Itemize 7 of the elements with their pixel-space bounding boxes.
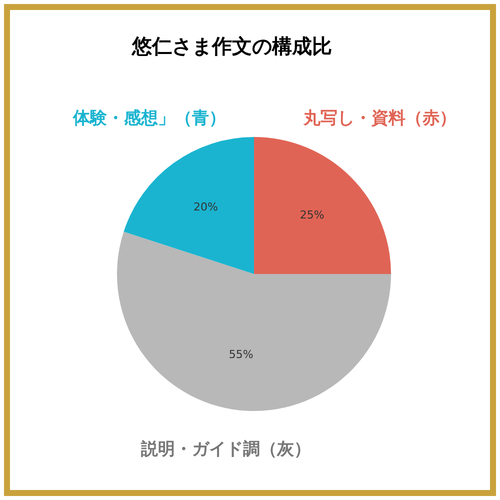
slice-label: 説明・ガイド調（灰） bbox=[140, 439, 312, 460]
data-label: 20% bbox=[193, 200, 218, 214]
data-label: 55% bbox=[228, 348, 254, 362]
slice-label: 丸写し・資料（赤） bbox=[302, 108, 456, 128]
slice-label: 体験・感想」（青） bbox=[72, 108, 226, 128]
chart-title: 悠仁さま作文の構成比 bbox=[131, 34, 332, 58]
data-label: 25% bbox=[300, 208, 324, 222]
